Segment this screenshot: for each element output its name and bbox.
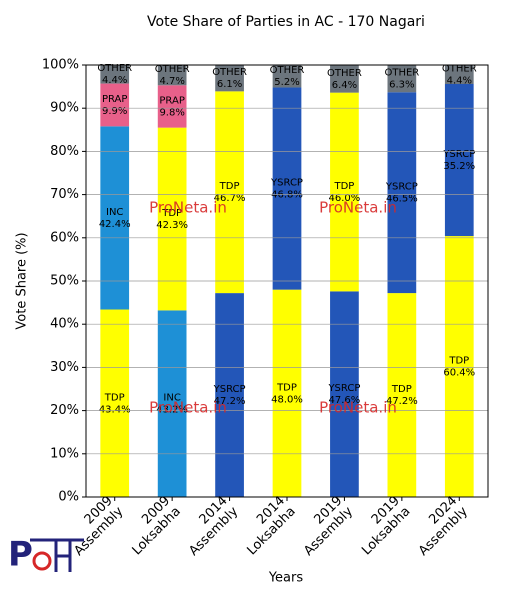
x-tick-label: 2014Loksabha bbox=[233, 493, 298, 558]
bar-segment bbox=[100, 64, 130, 84]
bar-segment bbox=[100, 126, 130, 310]
x-tick-label: 2019Assembly bbox=[290, 493, 356, 559]
x-tick-label: 2014Assembly bbox=[175, 493, 241, 559]
segment-party: YSRCP bbox=[442, 149, 475, 160]
segment-party: OTHER bbox=[97, 63, 132, 74]
y-axis-label: Vote Share (%) bbox=[15, 232, 30, 329]
bar-segment bbox=[157, 127, 187, 311]
segment-label: 9.8% bbox=[159, 107, 184, 118]
x-tick-label: 2019Loksabha bbox=[348, 493, 413, 558]
segment-label: 6.1% bbox=[217, 79, 242, 90]
bar-segment bbox=[215, 91, 244, 294]
segment-label: 46.0% bbox=[329, 193, 361, 204]
bar-segment bbox=[444, 84, 474, 237]
segment-label: 60.4% bbox=[443, 368, 475, 379]
y-tick-label: 80% bbox=[50, 144, 79, 159]
segment-label: 4.4% bbox=[102, 75, 127, 86]
bar-segment bbox=[330, 92, 359, 292]
segment-party: YSRCP bbox=[270, 178, 303, 189]
y-tick-label: 70% bbox=[50, 187, 79, 202]
segment-party: YSRCP bbox=[327, 383, 360, 394]
y-tick-label: 90% bbox=[50, 101, 79, 116]
segment-label: 4.7% bbox=[159, 76, 184, 87]
y-tick-label: 20% bbox=[50, 403, 79, 418]
watermark: ProNeta.in bbox=[319, 199, 397, 217]
segment-party: OTHER bbox=[384, 68, 419, 79]
segment-label: 42.4% bbox=[99, 219, 131, 230]
segment-party: TDP bbox=[104, 392, 125, 403]
bar-segment bbox=[157, 85, 187, 128]
bar-segment bbox=[215, 293, 244, 497]
segment-party: OTHER bbox=[327, 68, 362, 79]
bar-segment bbox=[444, 65, 474, 85]
segment-label: 42.3% bbox=[156, 220, 188, 231]
bar-segment bbox=[387, 92, 417, 294]
segment-label: 35.2% bbox=[443, 161, 475, 172]
y-tick-label: 40% bbox=[50, 317, 79, 332]
bar-segment bbox=[387, 293, 417, 497]
bar-segment bbox=[100, 83, 130, 127]
segment-party: YSRCP bbox=[385, 182, 418, 193]
segment-party: TDP bbox=[391, 384, 412, 395]
segment-party: YSRCP bbox=[213, 384, 246, 395]
segment-party: TDP bbox=[276, 382, 297, 393]
segment-label: 43.4% bbox=[99, 404, 131, 415]
segment-party: OTHER bbox=[212, 67, 247, 78]
chart-title: Vote Share of Parties in AC - 170 Nagari bbox=[147, 14, 425, 30]
bar-segment bbox=[387, 65, 417, 93]
bar-segment bbox=[272, 65, 302, 88]
bar-segment bbox=[100, 309, 130, 497]
segment-label: 47.2% bbox=[386, 396, 418, 407]
segment-label: 47.6% bbox=[329, 395, 361, 406]
y-tick-label: 100% bbox=[42, 58, 79, 73]
plot-frame bbox=[85, 64, 489, 498]
segment-label: 47.2% bbox=[214, 396, 246, 407]
segment-party: INC bbox=[163, 393, 180, 404]
segment-party: PRAP bbox=[102, 94, 127, 105]
x-tick-label: 2009Loksabha bbox=[119, 493, 184, 558]
segment-label: 4.4% bbox=[447, 76, 472, 87]
bar-segment bbox=[330, 291, 359, 497]
segment-party: PRAP bbox=[159, 95, 184, 106]
segment-label: 5.2% bbox=[274, 77, 299, 88]
segment-party: OTHER bbox=[442, 64, 477, 75]
segment-label: 48.0% bbox=[271, 394, 303, 405]
y-tick-label: 0% bbox=[58, 490, 79, 505]
watermark: ProNeta.in bbox=[149, 399, 227, 417]
segment-party: INC bbox=[106, 207, 123, 218]
logo: P bbox=[8, 535, 84, 575]
segment-label: 43.2% bbox=[156, 405, 188, 416]
segment-party: TDP bbox=[448, 356, 469, 367]
bar-segment bbox=[215, 65, 244, 92]
segment-party: TDP bbox=[161, 208, 182, 219]
segment-label: 46.7% bbox=[214, 193, 246, 204]
segment-party: TDP bbox=[334, 181, 355, 192]
segment-label: 46.8% bbox=[271, 190, 303, 201]
watermark: ProNeta.in bbox=[149, 199, 227, 217]
watermark: ProNeta.in bbox=[319, 399, 397, 417]
y-tick-label: 50% bbox=[50, 274, 79, 289]
y-tick-label: 10% bbox=[50, 446, 79, 461]
segment-label: 46.5% bbox=[386, 194, 418, 205]
x-tick-label: 2024Assembly bbox=[405, 493, 471, 559]
y-tick-label: 30% bbox=[50, 360, 79, 375]
bar-segment bbox=[330, 65, 359, 93]
bar-segment bbox=[157, 65, 187, 86]
segment-label: 6.4% bbox=[332, 80, 357, 91]
bar-segment bbox=[272, 87, 302, 290]
logo-glyph bbox=[30, 538, 84, 572]
segment-party: TDP bbox=[219, 181, 240, 192]
segment-label: 6.3% bbox=[389, 80, 414, 91]
logo-mark: P bbox=[8, 535, 33, 575]
y-tick-label: 60% bbox=[50, 230, 79, 245]
segment-party: OTHER bbox=[270, 65, 305, 76]
segment-label: 9.9% bbox=[102, 106, 127, 117]
segment-party: OTHER bbox=[155, 64, 190, 75]
logo-dot bbox=[32, 551, 52, 571]
bar-segment bbox=[157, 310, 187, 497]
x-axis-label: Years bbox=[268, 571, 304, 586]
